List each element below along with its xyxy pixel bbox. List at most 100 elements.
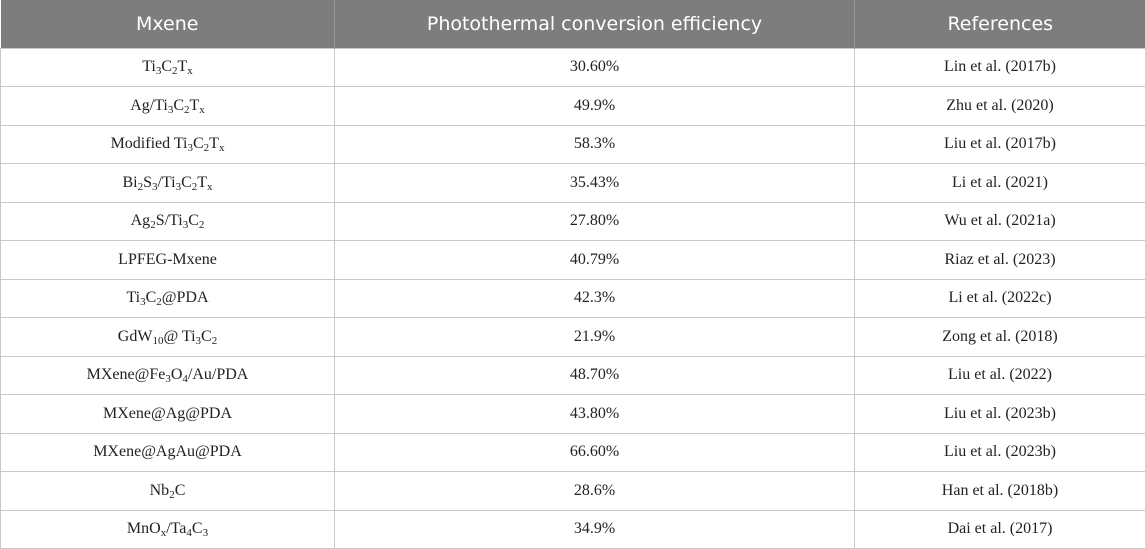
cell-efficiency: 43.80%	[334, 394, 855, 434]
column-header-references: References	[947, 12, 1054, 35]
subscript: 2	[169, 488, 175, 501]
subscript: 3	[182, 219, 189, 232]
cell-mxene: MXene@Fe3O4/Au/PDA	[0, 355, 335, 395]
subscript: 3	[140, 296, 146, 309]
subscript: x	[199, 103, 205, 116]
formula-text: MXene@Fe	[86, 366, 166, 384]
subscript: 2	[203, 142, 210, 155]
formula-text: C	[191, 520, 203, 538]
subscript: x	[218, 142, 225, 155]
subscript: x	[187, 65, 193, 78]
cell-mxene: Modified Ti3C2Tx	[0, 124, 335, 164]
formula-text: MXene@AgAu@PDA	[93, 443, 242, 461]
column-header-efficiency: Photothermal conversion efficiency	[334, 0, 855, 48]
table-row: LPFEG-Mxene 40.79% Riaz et al. (2023)	[0, 240, 1145, 280]
subscript: 2	[137, 180, 144, 193]
table-row: Ti3C2@PDA 42.3% Li et al. (2022c)	[0, 278, 1145, 318]
formula-text: C	[181, 173, 192, 191]
cell-mxene: Ag/Ti3C2Tx	[0, 86, 335, 126]
subscript: 3	[155, 65, 162, 78]
formula-text: C	[145, 289, 157, 307]
formula-text: T	[189, 96, 200, 114]
cell-reference: Liu et al. (2023b)	[854, 432, 1145, 472]
cell-efficiency: 27.80%	[334, 201, 855, 241]
cell-efficiency: 35.43%	[334, 163, 855, 203]
formula-text: /Au/PDA	[187, 366, 249, 384]
formula-text: MnO	[126, 520, 161, 538]
cell-reference: Han et al. (2018b)	[854, 471, 1145, 511]
subscript: 2	[150, 219, 156, 232]
cell-efficiency: 66.60%	[334, 432, 855, 472]
cell-efficiency: 21.9%	[334, 317, 855, 357]
formula-text: @ Ti	[163, 327, 196, 345]
subscript: 2	[156, 296, 162, 309]
cell-efficiency: 42.3%	[334, 278, 855, 318]
cell-reference: Liu et al. (2022)	[854, 355, 1145, 395]
cell-mxene: Nb2C	[0, 471, 335, 511]
formula-text: S	[143, 173, 152, 191]
formula-text: C	[173, 96, 185, 114]
formula-text: C	[161, 58, 173, 76]
subscript: 3	[167, 103, 174, 116]
cell-reference: Dai et al. (2017)	[854, 509, 1145, 549]
formula-text: Ag/Ti	[130, 96, 168, 114]
table-row: Modified Ti3C2Tx 58.3% Liu et al. (2017b)	[0, 124, 1145, 164]
formula-text: C	[201, 327, 212, 345]
formula-text: Ti	[126, 289, 141, 307]
table-row: Ag2S/Ti3C2 27.80% Wu et al. (2021a)	[0, 201, 1145, 241]
formula-text: Bi	[122, 173, 138, 191]
cell-efficiency: 58.3%	[334, 124, 855, 164]
formula-text: O	[170, 366, 183, 384]
subscript: 2	[184, 103, 190, 116]
cell-mxene: LPFEG-Mxene	[0, 240, 335, 280]
cell-efficiency: 34.9%	[334, 509, 855, 549]
cell-reference: Li et al. (2022c)	[854, 278, 1145, 318]
cell-reference: Zhu et al. (2020)	[854, 86, 1145, 126]
cell-reference: Zong et al. (2018)	[854, 317, 1145, 357]
subscript: 4	[182, 373, 188, 386]
table-row: Ag/Ti3C2Tx 49.9% Zhu et al. (2020)	[0, 86, 1145, 126]
table-row: Nb2C 28.6% Han et al. (2018b)	[0, 471, 1145, 511]
cell-mxene: Ti3C2Tx	[0, 47, 335, 87]
formula-text: Modified Ti	[110, 135, 188, 153]
subscript: 3	[151, 180, 158, 193]
formula-text: Ti	[142, 58, 156, 76]
subscript: 3	[165, 373, 171, 386]
cell-mxene: Bi2S3/Ti3C2Tx	[0, 163, 335, 203]
formula-text: T	[209, 135, 219, 153]
subscript: 3	[187, 142, 193, 155]
formula-text: MXene@Ag@PDA	[102, 404, 232, 422]
cell-efficiency: 48.70%	[334, 355, 855, 395]
subscript: 10	[152, 334, 164, 347]
formula-text: /Ti	[157, 173, 176, 191]
formula-text: T	[197, 173, 208, 191]
cell-reference: Wu et al. (2021a)	[854, 201, 1145, 241]
cell-efficiency: 28.6%	[334, 471, 855, 511]
cell-mxene: Ag2S/Ti3C2	[0, 201, 335, 241]
cell-reference: Lin et al. (2017b)	[854, 47, 1145, 87]
table-row: MXene@Fe3O4/Au/PDA 48.70% Liu et al. (2022…	[0, 355, 1145, 395]
formula-text: C	[174, 481, 186, 499]
formula-text: C	[192, 135, 204, 153]
formula-text: GdW	[117, 327, 153, 345]
formula-text: Nb	[149, 481, 170, 499]
column-header-mxene: Mxene	[0, 0, 335, 48]
table-row: Ti3C2Tx 30.60% Lin et al. (2017b)	[0, 47, 1145, 87]
table-row: MnOx/Ta4C3 34.9% Dai et al. (2017)	[0, 509, 1145, 549]
table-body: Ti3C2Tx 30.60% Lin et al. (2017b) Ag/Ti3C2T…	[0, 47, 1145, 549]
subscript: 4	[186, 527, 192, 540]
cell-reference: Liu et al. (2023b)	[854, 394, 1145, 434]
table-row: MXene@AgAu@PDA 66.60% Liu et al. (2023b)	[0, 432, 1145, 472]
cell-mxene: MXene@AgAu@PDA	[0, 432, 335, 472]
formula-text: Ag	[130, 212, 151, 230]
subscript: 2	[211, 334, 218, 347]
formula-text: S/Ti	[155, 212, 183, 230]
table-row: GdW10@ Ti3C2 21.9% Zong et al. (2018)	[0, 317, 1145, 357]
subscript: 3	[175, 180, 182, 193]
subscript: x	[160, 527, 167, 540]
subscript: 2	[172, 65, 178, 78]
cell-reference: Riaz et al. (2023)	[854, 240, 1145, 280]
subscript: 3	[202, 527, 209, 540]
cell-mxene: MnOx/Ta4C3	[0, 509, 335, 549]
